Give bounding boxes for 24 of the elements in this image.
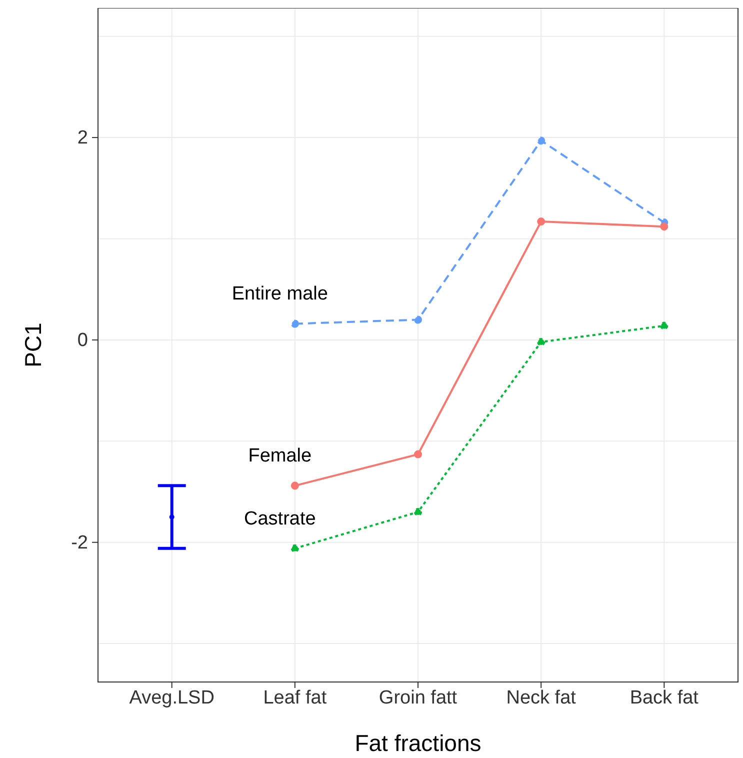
point bbox=[660, 222, 668, 231]
point bbox=[537, 218, 546, 226]
x-tick-label: Groin fatt bbox=[378, 687, 458, 708]
x-tick-label: Back fat bbox=[630, 687, 700, 708]
series-label: Entire male bbox=[232, 284, 328, 305]
point bbox=[537, 136, 546, 145]
point bbox=[290, 544, 299, 552]
point bbox=[290, 320, 299, 328]
x-axis-title: Fat fractions bbox=[354, 730, 482, 756]
point bbox=[537, 338, 546, 346]
point bbox=[414, 450, 422, 458]
point bbox=[290, 482, 299, 490]
y-tick-label: 0 bbox=[77, 330, 88, 351]
x-tick-label: Aveg.LSD bbox=[129, 687, 214, 708]
y-axis-title: PC1 bbox=[20, 322, 46, 368]
point bbox=[660, 322, 668, 330]
point bbox=[414, 316, 422, 324]
series-label: Female bbox=[248, 446, 312, 467]
y-tick-label: -2 bbox=[71, 532, 88, 554]
point bbox=[414, 508, 422, 516]
series-label: Castrate bbox=[244, 508, 316, 530]
x-tick-label: Neck fat bbox=[506, 687, 577, 708]
x-tick-label: Leaf fat bbox=[263, 687, 328, 708]
y-tick-label: 2 bbox=[77, 128, 88, 149]
